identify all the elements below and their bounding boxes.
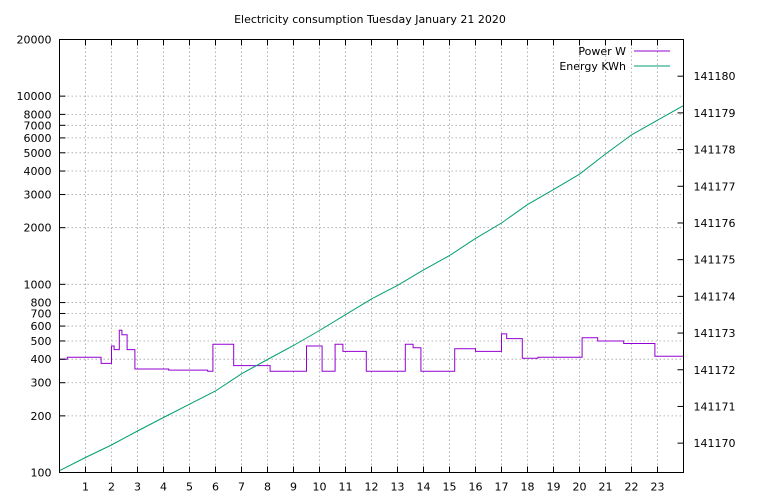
y-right-tick-label: 141172 [694,364,736,377]
x-tick-label: 11 [339,481,353,494]
y-left-tick-label: 7000 [24,119,52,132]
y-left-tick-label: 400 [31,353,52,366]
x-tick-label: 6 [212,481,219,494]
y-left-tick-label: 800 [31,297,52,310]
y-left-tick-label: 200 [31,410,52,423]
y-right-tick-label: 141178 [694,144,736,157]
y-left-tick-label: 4000 [24,165,52,178]
legend-label: Power W [578,45,626,58]
x-tick-label: 8 [264,481,271,494]
x-tick-label: 1 [82,481,89,494]
x-tick-label: 10 [313,481,327,494]
y-left-tick-label: 300 [31,377,52,390]
x-tick-label: 15 [443,481,457,494]
y-left-tick-label: 10000 [17,90,52,103]
x-tick-label: 9 [290,481,297,494]
x-tick-label: 19 [547,481,561,494]
y-left-tick-label: 5000 [24,147,52,160]
y-right-tick-label: 141171 [694,400,736,413]
plot-area [59,105,684,472]
y-right-tick-label: 141176 [694,217,736,230]
x-tick-label: 22 [625,481,639,494]
x-tick-label: 18 [521,481,535,494]
y-left-tick-label: 700 [31,307,52,320]
y-left-tick-label: 500 [31,335,52,348]
x-tick-label: 5 [186,481,193,494]
y-left-tick-label: 20000 [17,34,52,47]
y-right-tick-label: 141175 [694,254,736,267]
series-line-power-w [59,329,684,372]
x-tick-label: 2 [108,481,115,494]
x-tick-label: 13 [391,481,405,494]
y-right-tick-label: 141173 [694,327,736,340]
y-right-tick-label: 141170 [694,437,736,450]
y-left-tick-label: 1000 [24,278,52,291]
y-right-tick-label: 141180 [694,70,736,83]
legend: Power W Energy KWh [559,45,670,73]
x-tick-label: 12 [365,481,379,494]
legend-label: Energy KWh [559,60,626,73]
x-tick-label: 16 [469,481,483,494]
x-tick-label: 21 [599,481,613,494]
y-left-tick-label: 8000 [24,108,52,121]
x-tick-label: 14 [417,481,431,494]
series-line-energy-kwh [59,105,684,472]
x-tick-label: 7 [238,481,245,494]
y-left-tick-label: 3000 [24,189,52,202]
y-right-tick-label: 141179 [694,107,736,120]
chart-title: Electricity consumption Tuesday January … [234,13,506,26]
y-left-tick-label: 2000 [24,222,52,235]
y-left-tick-label: 100 [31,467,52,480]
axes: 1 2 3 4 5 6 7 8 9 10 11 12 13 14 15 16 17 18 19 20 21 22 23100… [17,34,736,494]
x-tick-label: 23 [651,481,665,494]
y-left-tick-label: 6000 [24,132,52,145]
y-left-tick-label: 600 [31,320,52,333]
grid [59,39,684,473]
x-tick-label: 3 [134,481,141,494]
x-tick-label: 4 [160,481,167,494]
y-right-tick-label: 141174 [694,290,736,303]
x-tick-label: 20 [573,481,587,494]
y-right-tick-label: 141177 [694,180,736,193]
x-tick-label: 17 [495,481,509,494]
